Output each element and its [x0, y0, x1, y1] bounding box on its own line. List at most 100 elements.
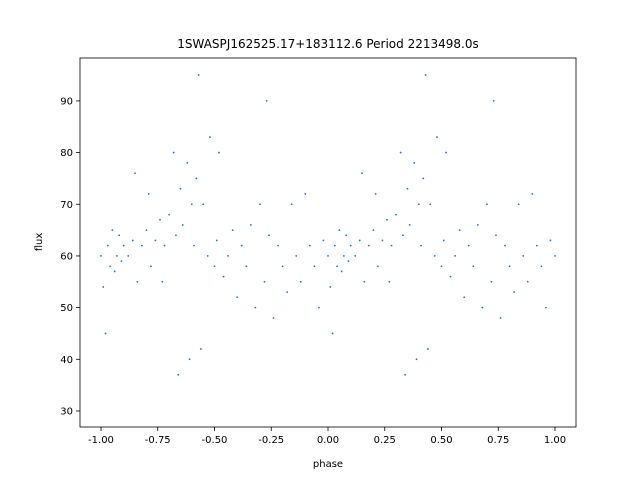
data-point: [399, 151, 402, 154]
data-point: [338, 229, 341, 231]
data-point: [426, 348, 429, 350]
y-axis-label: flux: [34, 233, 45, 252]
y-tick-label: 30: [60, 406, 73, 417]
data-point: [406, 187, 409, 190]
data-point: [495, 234, 497, 237]
data-point: [374, 193, 377, 195]
data-point: [281, 265, 284, 268]
data-point: [422, 177, 425, 180]
x-tick-label: -1.00: [88, 435, 114, 446]
data-point: [454, 255, 457, 257]
data-point: [127, 255, 130, 257]
data-point: [106, 244, 109, 247]
data-point: [172, 151, 175, 154]
data-point: [504, 244, 506, 247]
data-point: [179, 187, 182, 190]
y-tick-label: 70: [60, 200, 73, 211]
data-point: [429, 203, 432, 206]
data-point: [354, 255, 357, 257]
data-point: [195, 177, 198, 180]
data-point: [404, 373, 407, 376]
data-point: [322, 239, 325, 242]
data-point: [517, 203, 520, 206]
data-point: [327, 255, 329, 257]
x-tick-label: 1.00: [544, 435, 566, 446]
data-point: [481, 306, 484, 309]
data-point: [347, 260, 350, 263]
data-point: [102, 286, 105, 288]
y-tick-label: 90: [60, 96, 73, 107]
data-point: [458, 229, 461, 231]
y-tick-label: 60: [60, 251, 73, 262]
data-point: [415, 358, 418, 361]
data-point: [218, 151, 220, 154]
y-tick-label: 80: [60, 148, 73, 159]
data-point: [209, 136, 211, 138]
data-point: [318, 306, 320, 309]
data-point: [442, 239, 445, 242]
y-tick-label: 40: [60, 355, 73, 366]
data-point: [245, 265, 248, 268]
data-point: [161, 280, 164, 283]
data-point: [140, 244, 143, 247]
data-point: [100, 255, 102, 257]
data-point: [258, 203, 261, 206]
data-point: [113, 270, 116, 273]
data-point: [508, 265, 511, 268]
data-point: [377, 265, 379, 268]
data-point: [163, 244, 166, 247]
data-point: [231, 229, 234, 231]
data-point: [202, 203, 205, 206]
data-point: [402, 234, 404, 237]
data-point: [227, 255, 230, 257]
data-point: [175, 234, 177, 237]
data-point: [186, 162, 189, 164]
data-point: [215, 239, 218, 242]
data-point: [492, 99, 495, 102]
data-point: [549, 239, 552, 242]
data-point: [145, 229, 148, 231]
data-point: [131, 239, 134, 242]
data-point: [413, 162, 416, 164]
data-point: [304, 193, 307, 195]
data-point: [122, 244, 125, 247]
data-point: [490, 280, 493, 283]
data-point: [545, 306, 547, 309]
data-point: [526, 280, 529, 283]
data-point: [417, 203, 420, 206]
data-point: [440, 265, 443, 268]
data-point: [111, 229, 114, 231]
data-point: [486, 203, 488, 206]
data-point: [190, 203, 193, 206]
data-point: [206, 255, 209, 257]
data-point: [381, 239, 384, 242]
data-point: [120, 260, 123, 263]
data-point: [168, 213, 170, 216]
data-point: [340, 270, 343, 273]
data-point: [540, 265, 543, 268]
x-tick-label: 0.25: [374, 435, 396, 446]
data-point: [109, 265, 111, 268]
data-point: [345, 234, 348, 237]
data-point: [449, 275, 452, 278]
data-point: [308, 244, 311, 247]
x-tick-label: -0.75: [145, 435, 171, 446]
data-point: [118, 234, 121, 237]
data-point: [147, 193, 150, 195]
data-point: [531, 193, 534, 195]
data-point: [333, 244, 336, 247]
data-point: [513, 291, 516, 294]
data-point: [272, 317, 275, 319]
data-point: [445, 151, 447, 154]
data-point: [388, 280, 391, 283]
data-point: [197, 74, 200, 76]
x-tick-label: 0.75: [487, 435, 509, 446]
data-point: [134, 172, 136, 175]
data-point: [263, 280, 266, 283]
data-point: [331, 332, 334, 335]
data-point: [358, 239, 361, 242]
data-point: [329, 286, 332, 288]
data-point: [436, 136, 438, 138]
data-point: [476, 224, 479, 226]
